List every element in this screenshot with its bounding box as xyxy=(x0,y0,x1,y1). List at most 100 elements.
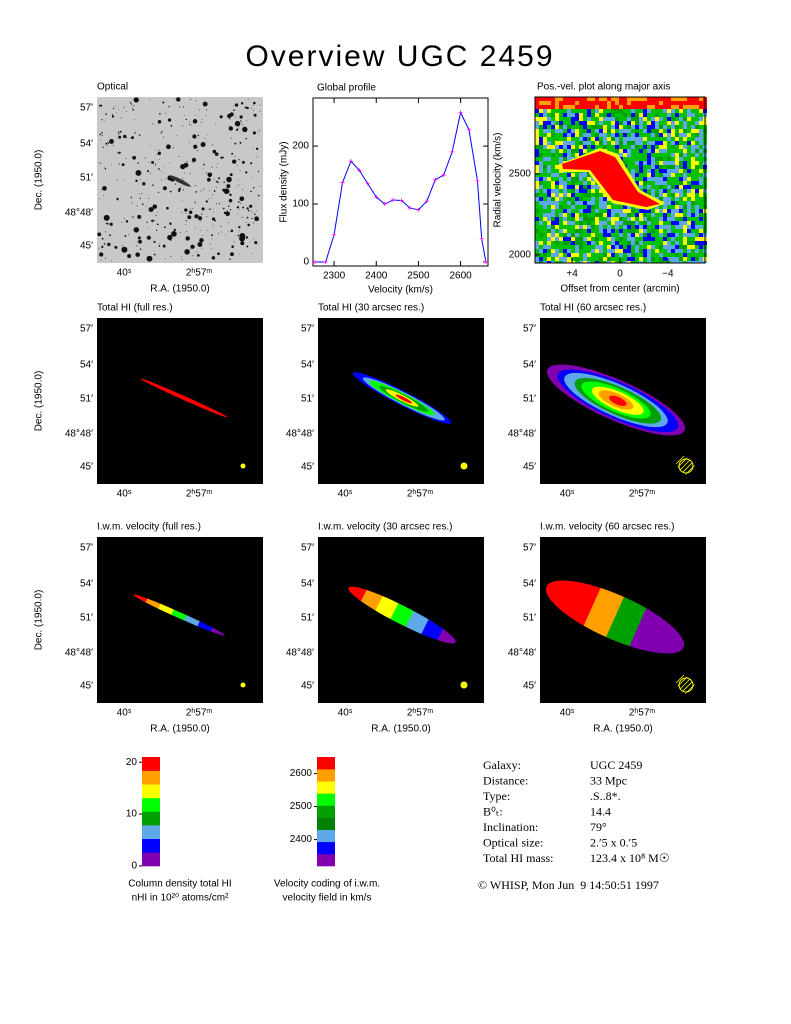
pv-cell xyxy=(571,173,575,177)
star xyxy=(193,144,198,149)
pv-cell xyxy=(655,185,659,189)
star xyxy=(165,111,167,113)
pv-cell xyxy=(547,245,551,249)
pv-cell xyxy=(683,113,687,117)
pv-cell xyxy=(671,133,675,137)
pv-cell xyxy=(691,133,695,137)
pv-cell xyxy=(627,257,631,261)
pv-cell xyxy=(675,149,679,153)
pv-cell xyxy=(699,157,703,161)
pv-cell xyxy=(559,153,563,157)
pv-cell xyxy=(535,101,539,105)
colorbar-level xyxy=(142,757,160,771)
pv-cell xyxy=(575,97,579,101)
profile-line xyxy=(315,110,487,263)
pv-cell xyxy=(699,113,703,117)
pv-cell xyxy=(699,141,703,145)
star xyxy=(229,258,231,260)
pv-cell xyxy=(611,141,615,145)
star xyxy=(127,253,132,258)
pv-cell xyxy=(639,121,643,125)
pv-cell xyxy=(695,241,699,245)
star xyxy=(162,130,164,132)
star xyxy=(103,243,106,245)
pv-cell xyxy=(555,177,559,181)
pv-cell xyxy=(599,197,603,201)
pv-cell xyxy=(555,257,559,261)
beam-hatch xyxy=(677,676,688,687)
pv-cell xyxy=(551,245,555,249)
pv-cell xyxy=(623,261,627,263)
pv-cell xyxy=(659,193,663,197)
pv-cell xyxy=(699,153,703,157)
pv-cell xyxy=(635,225,639,229)
star xyxy=(240,102,244,105)
pv-cell xyxy=(679,149,683,153)
star xyxy=(245,221,247,223)
star xyxy=(155,215,157,217)
pv-cell xyxy=(543,165,547,169)
pv-cell xyxy=(563,217,567,221)
pv-cell xyxy=(567,237,571,241)
pv-cell xyxy=(635,133,639,137)
pv-cell xyxy=(595,249,599,253)
pv-cell xyxy=(575,249,579,253)
pv-cell xyxy=(651,141,655,145)
star xyxy=(212,149,217,154)
star xyxy=(240,241,245,246)
pv-cell xyxy=(683,109,687,113)
pv-cell xyxy=(631,173,635,177)
pv-cell xyxy=(683,181,687,185)
pv-cell xyxy=(635,177,639,181)
pv-cell xyxy=(631,153,635,157)
y-axis-label: Dec. (1950.0) xyxy=(34,150,45,211)
star xyxy=(168,162,170,164)
pv-cell xyxy=(555,229,559,233)
star xyxy=(152,204,158,209)
pv-cell xyxy=(595,133,599,137)
pv-cell xyxy=(663,249,667,253)
pv-cell xyxy=(615,101,619,105)
pv-cell xyxy=(643,149,647,153)
star xyxy=(212,144,214,146)
pv-cell xyxy=(615,109,619,113)
pv-cell xyxy=(579,117,583,121)
pv-cell xyxy=(643,97,647,101)
x-axis-label: R.A. (1950.0) xyxy=(371,724,430,735)
pv-cell xyxy=(595,213,599,217)
pv-cell xyxy=(555,181,559,185)
pv-cell xyxy=(587,133,591,137)
y-tick-label: 54′ xyxy=(80,579,93,590)
pv-cell xyxy=(559,217,563,221)
pv-cell xyxy=(607,201,611,205)
pv-cell xyxy=(635,101,639,105)
pv-cell xyxy=(663,209,667,213)
pv-cell xyxy=(671,157,675,161)
star xyxy=(251,217,253,219)
star xyxy=(136,205,138,207)
pv-cell xyxy=(575,129,579,133)
pv-cell xyxy=(623,145,627,149)
star xyxy=(139,197,141,199)
pv-cell xyxy=(675,145,679,149)
pv-cell xyxy=(647,209,651,213)
pv-cell xyxy=(611,101,615,105)
pv-cell xyxy=(635,157,639,161)
pv-cell xyxy=(559,161,563,165)
x-tick-label: 2500 xyxy=(407,271,430,282)
pv-cell xyxy=(591,197,595,201)
x-tick-label: 2600 xyxy=(449,271,472,282)
pv-cell xyxy=(659,161,663,165)
info-value: UGC 2459 xyxy=(590,758,642,772)
star xyxy=(207,172,213,178)
pv-cell xyxy=(571,209,575,213)
star xyxy=(150,172,151,174)
colorbar-level xyxy=(317,841,335,855)
pv-cell xyxy=(619,213,623,217)
pv-cell xyxy=(651,261,655,263)
pv-cell xyxy=(623,249,627,253)
pv-cell xyxy=(543,213,547,217)
pv-cell xyxy=(575,225,579,229)
star xyxy=(238,159,240,161)
pv-cell xyxy=(687,221,691,225)
